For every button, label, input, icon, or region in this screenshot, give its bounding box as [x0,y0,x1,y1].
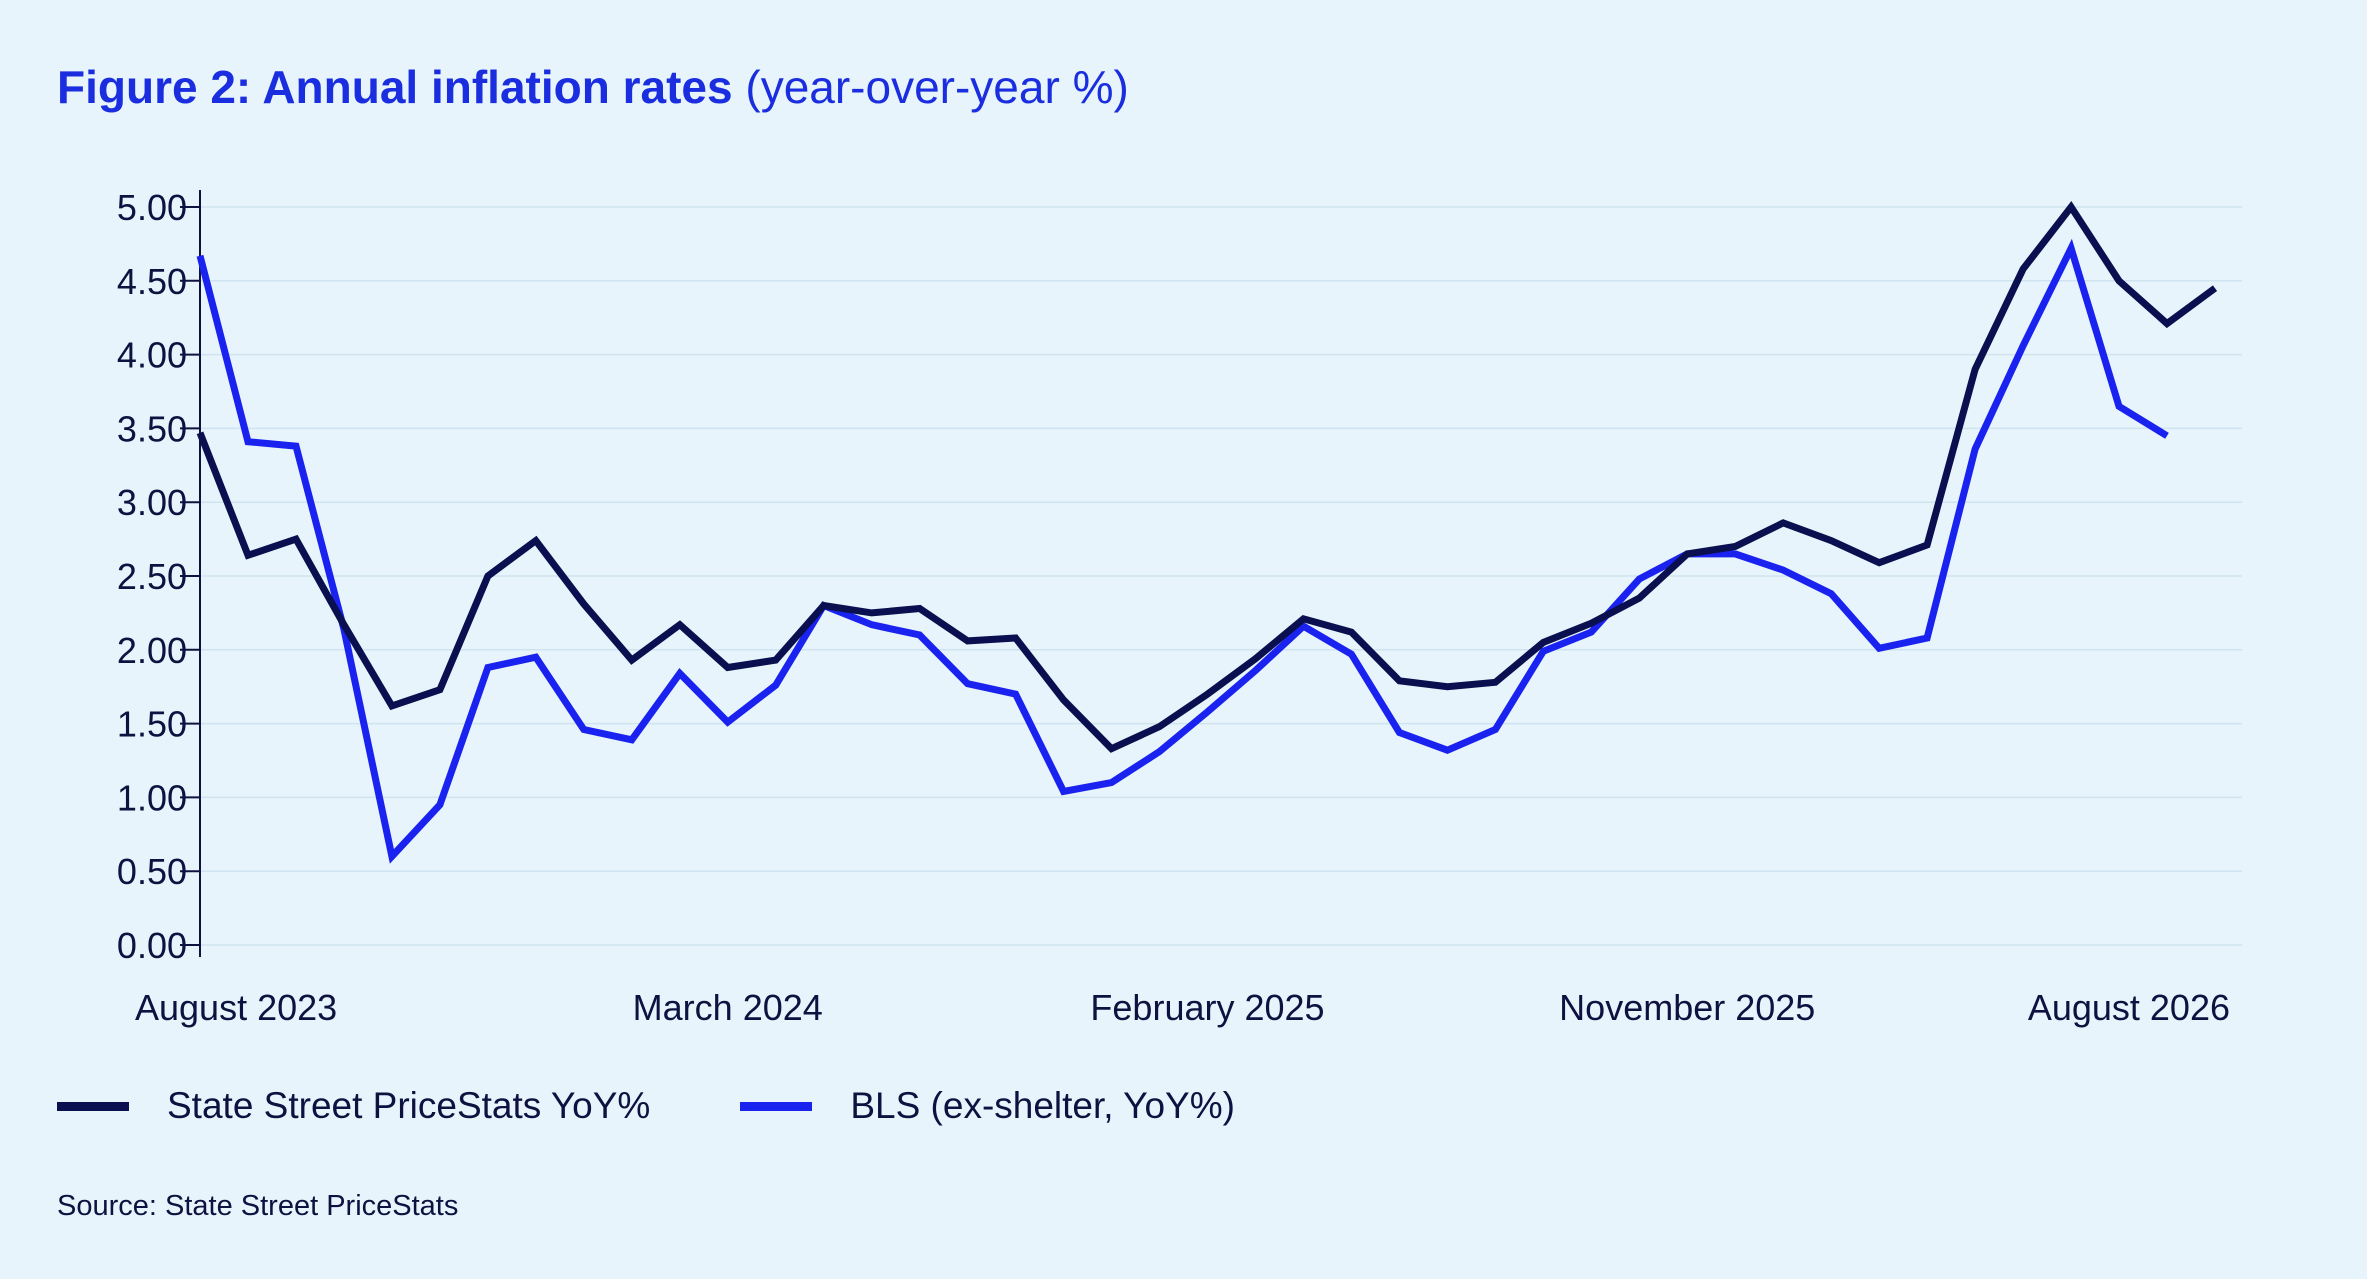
legend: State Street PriceStats YoY% BLS (ex-she… [57,1085,1325,1127]
x-tick-label-0: August 2023 [135,987,337,1028]
y-tick-label-6: 3.00 [117,482,187,523]
chart-title-main: Figure 2: Annual inflation rates [57,61,733,113]
x-tick-label-2: February 2025 [1090,987,1324,1028]
tick-labels: 0.00 0.50 1.00 1.50 2.00 2.50 3.00 3.50 4.00 4.50… [117,187,2230,1028]
y-tick-label-7: 3.50 [117,408,187,449]
source-note: Source: State Street PriceStats [57,1190,459,1222]
y-tick-label-8: 4.00 [117,335,187,376]
chart-title: Figure 2: Annual inflation rates (year-o… [57,58,1129,116]
y-tick-label-2: 1.00 [117,777,187,818]
legend-swatch-bls [740,1101,813,1111]
legend-item-bls: BLS (ex-shelter, YoY%) [740,1085,1235,1127]
series-line-1 [196,238,2169,864]
x-tick-label-4: August 2026 [2028,987,2230,1028]
y-tick-label-3: 1.50 [117,704,187,745]
legend-item-pricestats: State Street PriceStats YoY% [57,1085,650,1127]
series-line-0 [196,200,2218,753]
y-tick-label-0: 0.00 [117,925,187,966]
y-tick-label-9: 4.50 [117,261,187,302]
legend-swatch-pricestats [57,1101,129,1111]
y-tick-label-1: 0.50 [117,851,187,892]
legend-label-bls: BLS (ex-shelter, YoY%) [850,1085,1235,1126]
chart-title-units: (year-over-year %) [745,61,1129,113]
axes [180,190,201,957]
grid-lines [200,206,2242,946]
x-tick-label-3: November 2025 [1559,987,1815,1028]
series-lines [196,200,2218,864]
x-tick-label-1: March 2024 [633,987,823,1028]
legend-label-pricestats: State Street PriceStats YoY% [167,1085,651,1126]
y-tick-label-4: 2.00 [117,630,187,671]
y-tick-label-5: 2.50 [117,556,187,597]
y-tick-label-10: 5.00 [117,187,187,228]
